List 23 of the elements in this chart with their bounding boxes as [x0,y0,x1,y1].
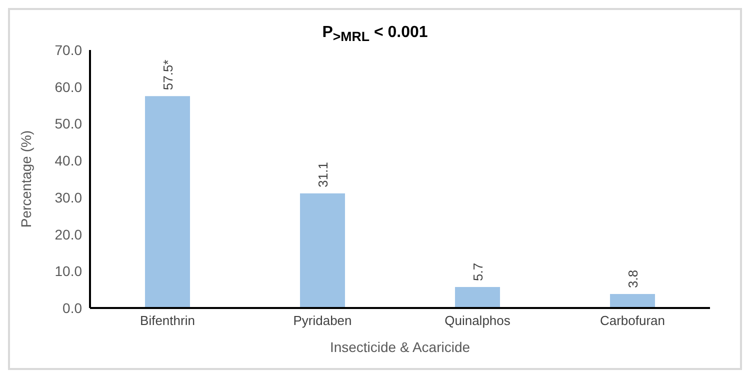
data-label: 3.8 [626,270,640,288]
bar [455,286,500,308]
bar [610,294,655,308]
bar [300,193,345,308]
y-tick-label: 70.0 [54,42,82,58]
x-tick-label: Carbofuran [600,313,666,328]
bar [145,96,190,308]
y-tick-label: 0.0 [62,300,82,316]
x-axis-title: Insecticide & Acaricide [330,339,470,355]
x-tick-label: Quinalphos [444,313,511,328]
data-label: 57.5* [160,60,176,90]
y-tick-label: 50.0 [54,116,82,132]
y-tick-label: 60.0 [54,78,82,95]
y-tick-label: 30.0 [54,189,82,206]
y-tick-label: 40.0 [54,152,82,169]
data-label: 31.1 [316,162,330,188]
y-axis-title: Percentage (%) [18,130,34,228]
x-tick-label: Bifenthrin [140,313,195,328]
y-tick-label: 10.0 [54,263,82,280]
data-label: 5.7 [470,262,486,281]
y-tick-label: 20.0 [54,226,82,242]
chart-title: P$_{>MRL}$ < 0.001 [322,24,428,44]
x-tick-label: Pyridaben [293,313,352,328]
